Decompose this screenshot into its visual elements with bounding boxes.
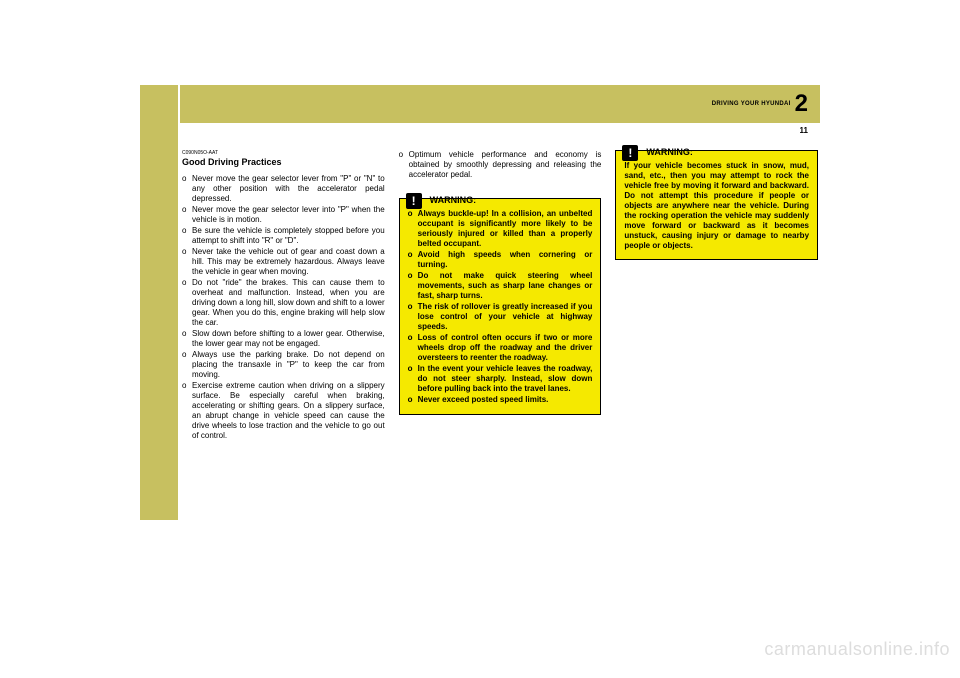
bullet-mark: o bbox=[408, 271, 418, 301]
list-item: oNever exceed posted speed limits. bbox=[408, 395, 593, 405]
list-item: oLoss of control often occurs if two or … bbox=[408, 333, 593, 363]
section-title: DRIVING YOUR HYUNDAI bbox=[712, 101, 791, 107]
column-2: oOptimum vehicle performance and economy… bbox=[399, 150, 602, 442]
list-item-text: Always buckle-up! In a collision, an unb… bbox=[418, 209, 593, 249]
section-number: 2 bbox=[795, 90, 808, 118]
list-item: oIn the event your vehicle leaves the ro… bbox=[408, 364, 593, 394]
list-item-text: Be sure the vehicle is completely stoppe… bbox=[192, 226, 385, 246]
list-item: oBe sure the vehicle is completely stopp… bbox=[182, 226, 385, 246]
bullet-mark: o bbox=[182, 174, 192, 204]
list-item-text: Slow down before shifting to a lower gea… bbox=[192, 329, 385, 349]
list-item: oThe risk of rollover is greatly increas… bbox=[408, 302, 593, 332]
list-item: oAlways buckle-up! In a collision, an un… bbox=[408, 209, 593, 249]
bullet-mark: o bbox=[182, 278, 192, 328]
bullet-mark: o bbox=[182, 350, 192, 380]
bullet-list: oOptimum vehicle performance and economy… bbox=[399, 150, 602, 180]
warning-text: If your vehicle becomes stuck in snow, m… bbox=[624, 161, 809, 251]
list-item-text: Do not "ride" the brakes. This can cause… bbox=[192, 278, 385, 328]
list-item: oOptimum vehicle performance and economy… bbox=[399, 150, 602, 180]
list-item-text: Never exceed posted speed limits. bbox=[418, 395, 593, 405]
list-item: oNever take the vehicle out of gear and … bbox=[182, 247, 385, 277]
bullet-mark: o bbox=[408, 395, 418, 405]
list-item-text: Always use the parking brake. Do not dep… bbox=[192, 350, 385, 380]
column-1: C090N05O-AAT Good Driving Practices oNev… bbox=[182, 150, 385, 442]
list-item-text: Never take the vehicle out of gear and c… bbox=[192, 247, 385, 277]
list-item-text: The risk of rollover is greatly increase… bbox=[418, 302, 593, 332]
warning-icon: ! bbox=[406, 193, 422, 209]
bullet-mark: o bbox=[408, 250, 418, 270]
bullet-mark: o bbox=[182, 329, 192, 349]
list-item: oAvoid high speeds when cornering or tur… bbox=[408, 250, 593, 270]
list-item-text: In the event your vehicle leaves the roa… bbox=[418, 364, 593, 394]
list-item: oDo not make quick steering wheel moveme… bbox=[408, 271, 593, 301]
heading-good-driving: Good Driving Practices bbox=[182, 157, 385, 168]
bullet-mark: o bbox=[408, 364, 418, 394]
bullet-mark: o bbox=[182, 226, 192, 246]
page-content: C090N05O-AAT Good Driving Practices oNev… bbox=[182, 150, 818, 442]
section-header: DRIVING YOUR HYUNDAI 2 bbox=[180, 85, 820, 123]
bullet-mark: o bbox=[182, 381, 192, 441]
bullet-mark: o bbox=[408, 302, 418, 332]
list-item-text: Avoid high speeds when cornering or turn… bbox=[418, 250, 593, 270]
bullet-mark: o bbox=[408, 209, 418, 249]
warning-box-driving: !WARNING: oAlways buckle-up! In a collis… bbox=[399, 198, 602, 415]
watermark: carmanualsonline.info bbox=[764, 639, 950, 660]
list-item-text: Exercise extreme caution when driving on… bbox=[192, 381, 385, 441]
reference-code: C090N05O-AAT bbox=[182, 150, 385, 156]
list-item-text: Never move the gear selector lever into … bbox=[192, 205, 385, 225]
list-item: oNever move the gear selector lever from… bbox=[182, 174, 385, 204]
column-3: !WARNING: If your vehicle becomes stuck … bbox=[615, 150, 818, 442]
list-item: oExercise extreme caution when driving o… bbox=[182, 381, 385, 441]
warning-label: WARNING: bbox=[430, 195, 477, 205]
warning-content: oAlways buckle-up! In a collision, an un… bbox=[408, 209, 593, 405]
list-item: oNever move the gear selector lever into… bbox=[182, 205, 385, 225]
bullet-mark: o bbox=[399, 150, 409, 180]
list-item: oSlow down before shifting to a lower ge… bbox=[182, 329, 385, 349]
bullet-list: oNever move the gear selector lever from… bbox=[182, 174, 385, 441]
list-item-text: Loss of control often occurs if two or m… bbox=[418, 333, 593, 363]
bullet-mark: o bbox=[182, 247, 192, 277]
warning-label: WARNING: bbox=[646, 147, 693, 157]
warning-icon: ! bbox=[622, 145, 638, 161]
list-item-text: Do not make quick steering wheel movemen… bbox=[418, 271, 593, 301]
list-item-text: Never move the gear selector lever from … bbox=[192, 174, 385, 204]
bullet-mark: o bbox=[408, 333, 418, 363]
page-number: 11 bbox=[180, 126, 820, 135]
list-item: oDo not "ride" the brakes. This can caus… bbox=[182, 278, 385, 328]
list-item: oAlways use the parking brake. Do not de… bbox=[182, 350, 385, 380]
left-color-band bbox=[140, 85, 178, 520]
list-item-text: Optimum vehicle performance and economy … bbox=[409, 150, 602, 180]
warning-box-stuck: !WARNING: If your vehicle becomes stuck … bbox=[615, 150, 818, 260]
bullet-mark: o bbox=[182, 205, 192, 225]
